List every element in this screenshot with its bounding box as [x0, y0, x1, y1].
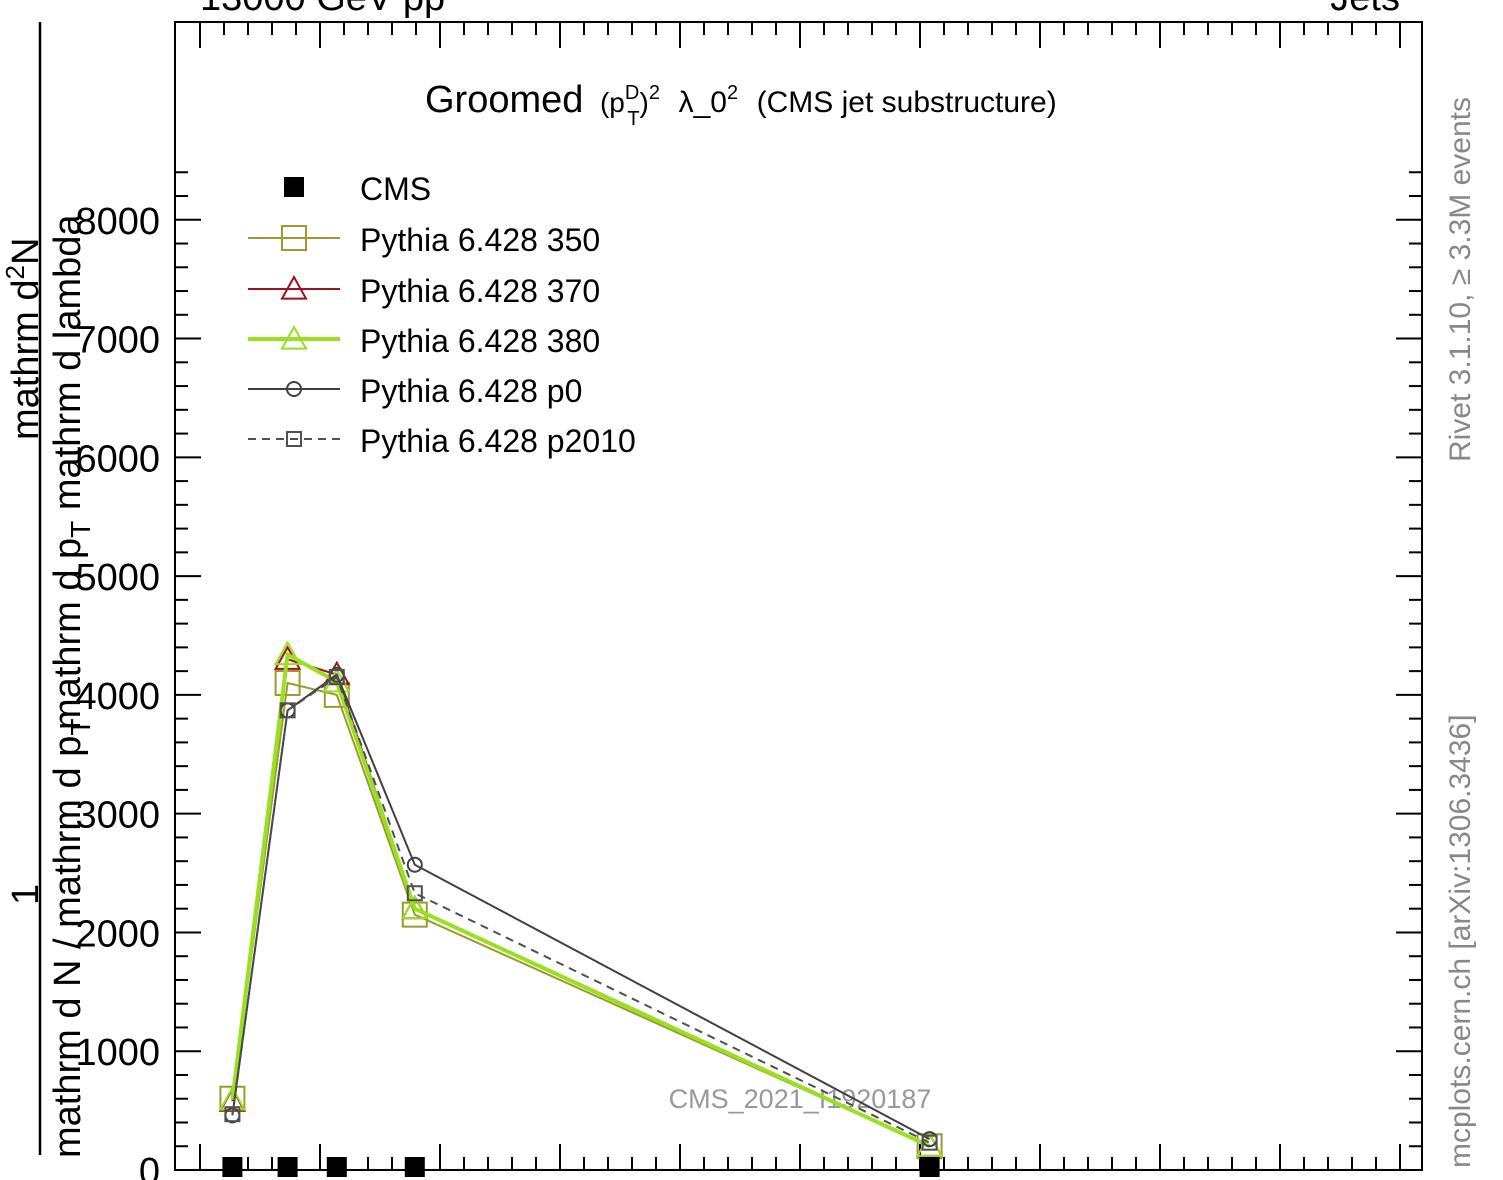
rivet-label: Rivet 3.1.10, ≥ 3.3M events [1444, 97, 1477, 462]
ylabel-full-numerator: mathrm d2N [0, 238, 47, 440]
y-tick-label: 2000 [75, 913, 160, 955]
data-point [401, 894, 429, 920]
ylabel-fden-text: mathrm d p [47, 538, 89, 730]
series-cms [222, 1157, 940, 1177]
title-open-paren: ( [600, 87, 610, 118]
legend: CMS Pythia 6.428 350 Pythia 6.428 370 Pythi… [248, 171, 636, 459]
series-line [231, 675, 931, 1144]
series-pythia-6-428-380 [218, 640, 944, 1157]
legend-item: Pythia 6.428 380 [248, 323, 600, 359]
legend-marker [286, 381, 302, 397]
series-line [231, 657, 931, 1148]
legend-item: Pythia 6.428 p0 [248, 373, 582, 409]
legend-label: Pythia 6.428 p2010 [360, 423, 636, 459]
legend-marker [284, 177, 304, 197]
data-point [328, 669, 345, 686]
y-tick-label: 1000 [75, 1032, 160, 1074]
data-point [279, 702, 296, 719]
data-point [273, 640, 302, 666]
legend-label: Pythia 6.428 p0 [360, 373, 582, 409]
axis-ticks [175, 22, 1422, 1171]
data-point [274, 670, 301, 697]
legend-marker [280, 274, 308, 300]
legend-item: Pythia 6.428 350 [248, 222, 600, 258]
series-pythia-6-428-p2010 [224, 669, 938, 1151]
ylabel-denominator: mathrm d N / mathrm d pT [47, 719, 96, 1158]
series-line [230, 651, 931, 1149]
ylabel-num-sup: 2 [0, 265, 30, 279]
mcplots-label: mcplots.cern.ch [arXiv:1306.3436] [1444, 714, 1477, 1168]
legend-marker [286, 431, 302, 447]
series-layer [218, 640, 944, 1177]
title-suffix: (CMS jet substructure) [757, 86, 1057, 119]
series-line [231, 673, 931, 1140]
title-sub-t: T [627, 108, 639, 130]
y-axis-label: 1 mathrm d N / mathrm d pT mathrm d2N ma… [0, 22, 96, 1158]
y-tick-labels: 0 1000 2000 3000 4000 5000 6000 7000 8000 [75, 201, 160, 1180]
data-point [222, 1157, 243, 1177]
ylabel-den-sub: T [65, 719, 96, 736]
legend-label: Pythia 6.428 370 [360, 273, 600, 309]
series-pythia-6-428-370 [218, 645, 944, 1157]
legend-marker [280, 324, 308, 350]
data-point [406, 885, 423, 902]
legend-label: CMS [360, 171, 431, 207]
ylabel-num-text: mathrm d [5, 280, 47, 440]
chart-title: Groomed (pD T)2 λ_02 (CMS jet substructur… [425, 66, 1057, 130]
legend-item: CMS [284, 171, 431, 207]
y-tick-label: 3000 [75, 795, 160, 837]
ylabel-fden-sub: T [65, 521, 96, 538]
legend-item: Pythia 6.428 p2010 [248, 423, 636, 459]
data-point [326, 1157, 347, 1177]
title-lambda-sq: 2 [727, 82, 738, 104]
data-point [919, 1157, 940, 1177]
y-tick-label: 7000 [75, 320, 160, 362]
series-line [231, 681, 931, 1148]
ylabel-numerator-one: 1 [5, 884, 47, 905]
title-prefix: Groomed [425, 79, 583, 121]
ylabel-fden-rest: mathrm d lambda [47, 214, 89, 521]
ylabel-num-rest: N [5, 238, 47, 265]
y-tick-label: 4000 [75, 676, 160, 718]
legend-item: Pythia 6.428 370 [248, 273, 600, 309]
data-point [224, 1106, 241, 1123]
data-point [406, 856, 423, 873]
title-p: p [609, 87, 625, 118]
y-tick-label: 6000 [75, 438, 160, 480]
y-tick-label: 5000 [75, 557, 160, 599]
ylabel-full-denominator: mathrm d pT mathrm d lambda [47, 214, 96, 730]
analysis-watermark: CMS_2021_I1920187 [669, 1084, 932, 1114]
y-tick-label: 0 [139, 1151, 160, 1180]
data-point [404, 1157, 425, 1177]
title-sq: 2 [649, 82, 660, 104]
legend-label: Pythia 6.428 380 [360, 323, 600, 359]
y-tick-label: 8000 [75, 201, 160, 243]
data-point [277, 1157, 298, 1177]
title-sup-d: D [625, 82, 639, 104]
legend-marker [281, 225, 307, 251]
legend-label: Pythia 6.428 350 [360, 222, 600, 258]
data-point [921, 1134, 938, 1151]
header-left-text: 13000 GeV pp [200, 0, 445, 19]
series-pythia-6-428-p0 [224, 666, 938, 1148]
header-right-text: Jets [1330, 0, 1400, 19]
plot-frame [174, 21, 1423, 1171]
title-lambda: λ_0 [679, 86, 727, 119]
ylabel-den-text: mathrm d N / mathrm d p [47, 736, 89, 1158]
title-close-paren: ) [640, 87, 649, 118]
